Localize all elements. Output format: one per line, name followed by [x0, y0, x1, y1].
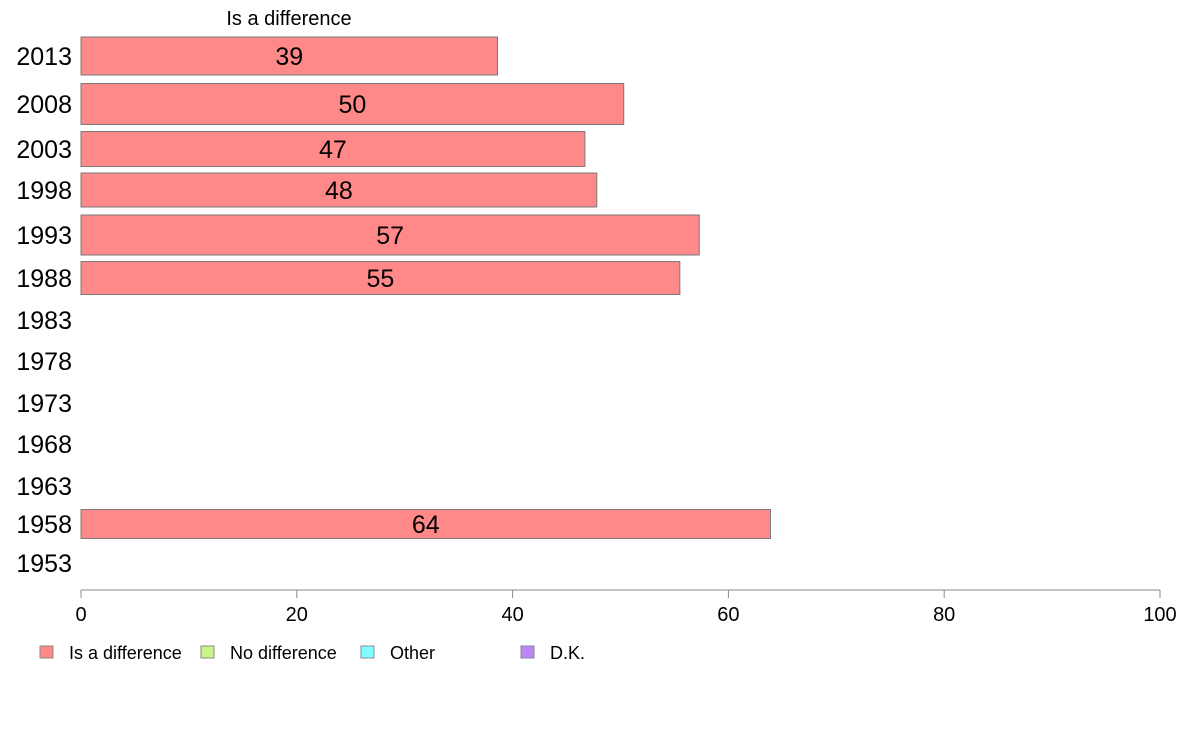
bar [80, 172, 598, 208]
plot-area: 2013 39 2008 50 2003 47 1998 48 1993 57 1988 55 1983… [16, 36, 771, 578]
y-tick-label: 2013 [16, 43, 72, 71]
y-tick-label: 1973 [16, 390, 72, 418]
x-tick-label: 40 [501, 604, 523, 626]
data-label: 47 [319, 136, 347, 164]
legend: Is a difference No difference Other D.K. [39, 643, 585, 663]
y-tick-label: 1958 [16, 511, 72, 539]
data-label: 48 [325, 177, 353, 205]
legend-label: No difference [230, 643, 337, 663]
y-tick-label: 1993 [16, 222, 72, 250]
data-label: 39 [275, 43, 303, 71]
y-tick-label: 1963 [16, 473, 72, 501]
y-tick-label: 1998 [16, 177, 72, 205]
x-tick-label: 0 [75, 604, 86, 626]
y-tick-label: 2008 [16, 91, 72, 119]
x-tick-label: 100 [1143, 604, 1176, 626]
y-tick-label: 1968 [16, 431, 72, 459]
data-label: 55 [367, 265, 395, 293]
y-tick-label: 1983 [16, 307, 72, 335]
legend-swatch [360, 645, 375, 659]
x-axis: 0 20 40 60 80 100 [75, 589, 1177, 626]
y-tick-label: 1988 [16, 265, 72, 293]
data-label: 50 [338, 91, 366, 119]
legend-label: Other [390, 643, 435, 663]
data-label: 64 [412, 511, 440, 539]
data-label: 57 [376, 222, 404, 250]
y-tick-label: 1953 [16, 550, 72, 578]
bar [80, 83, 625, 125]
bar [80, 509, 771, 539]
legend-label: Is a difference [69, 643, 182, 663]
bar [80, 261, 681, 295]
x-tick-label: 20 [286, 604, 308, 626]
bar [80, 36, 498, 76]
x-tick-label: 80 [933, 604, 955, 626]
x-tick-label: 60 [717, 604, 739, 626]
bar [80, 214, 700, 256]
y-tick-label: 2003 [16, 136, 72, 164]
legend-swatch [200, 645, 215, 659]
chart-title: Is a difference [226, 8, 351, 30]
bar [80, 131, 586, 167]
y-tick-label: 1978 [16, 348, 72, 376]
legend-swatch [520, 645, 535, 659]
legend-label: D.K. [550, 643, 585, 663]
legend-swatch [39, 645, 54, 659]
